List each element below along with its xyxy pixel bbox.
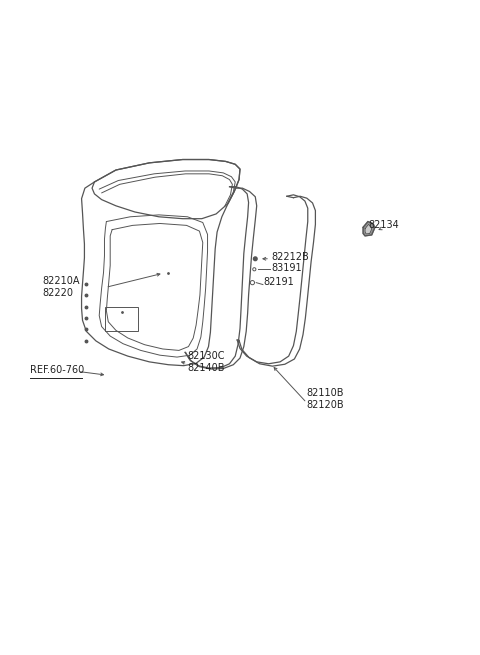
Bar (106, 307, 138, 331)
Circle shape (253, 257, 257, 261)
Polygon shape (365, 225, 372, 234)
Text: 82212B: 82212B (271, 252, 309, 263)
Polygon shape (363, 221, 374, 236)
Text: 82191: 82191 (263, 277, 294, 287)
Text: 82130C
82140B: 82130C 82140B (188, 350, 225, 373)
Text: 82210A
82220: 82210A 82220 (42, 276, 80, 298)
Text: 82110B
82120B: 82110B 82120B (307, 388, 345, 410)
Text: 83191: 83191 (271, 263, 301, 273)
Text: REF.60-760: REF.60-760 (30, 365, 84, 375)
Text: 82134: 82134 (369, 220, 399, 230)
